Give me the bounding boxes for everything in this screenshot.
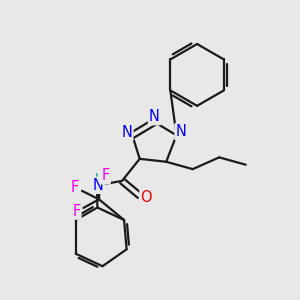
- Text: O: O: [140, 190, 152, 205]
- Text: F: F: [71, 180, 79, 195]
- Text: F: F: [101, 168, 110, 183]
- Text: N: N: [149, 109, 160, 124]
- Text: H: H: [95, 172, 104, 185]
- Text: N: N: [176, 124, 186, 139]
- Text: N: N: [122, 125, 133, 140]
- Text: F: F: [72, 204, 80, 219]
- Text: N: N: [93, 178, 104, 193]
